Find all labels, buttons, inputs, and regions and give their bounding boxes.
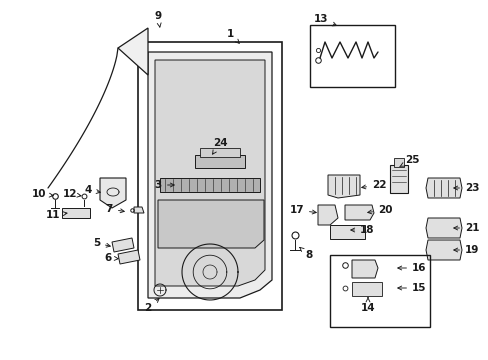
Text: 23: 23 [453,183,479,193]
Text: 2: 2 [144,298,159,313]
Polygon shape [118,250,140,264]
Text: 10: 10 [31,189,53,199]
Polygon shape [158,200,264,248]
Bar [329,225,364,239]
Text: 18: 18 [350,225,374,235]
Text: 12: 12 [62,189,81,199]
Text: 9: 9 [154,11,161,27]
Text: 24: 24 [212,138,227,154]
Polygon shape [317,205,337,225]
Text: 16: 16 [397,263,426,273]
Text: 1: 1 [226,29,239,43]
Text: 5: 5 [93,238,110,248]
Text: 6: 6 [104,253,118,263]
Bar [200,148,240,157]
Polygon shape [425,240,461,260]
Bar [309,25,394,87]
Polygon shape [118,28,148,75]
Polygon shape [134,207,143,213]
Text: 21: 21 [453,223,479,233]
Bar [329,255,429,327]
Polygon shape [155,60,264,286]
Bar [160,178,260,192]
Text: 3: 3 [154,180,174,190]
Text: 7: 7 [105,204,124,214]
Bar [62,208,90,218]
Text: 8: 8 [299,247,312,260]
Text: 14: 14 [360,297,375,313]
Text: 25: 25 [399,155,419,167]
Text: 19: 19 [453,245,478,255]
Polygon shape [148,52,271,298]
Polygon shape [345,205,373,220]
Text: 13: 13 [313,14,336,26]
Polygon shape [100,178,126,208]
Text: 11: 11 [45,210,67,220]
Bar [351,282,381,296]
Bar [195,155,244,168]
Bar [138,42,282,310]
Text: 22: 22 [361,180,386,190]
Text: 15: 15 [397,283,426,293]
Polygon shape [425,218,461,238]
Bar [393,158,403,167]
Polygon shape [425,178,461,198]
Bar [389,165,407,193]
Polygon shape [327,175,359,198]
Text: 17: 17 [289,205,316,215]
Text: 4: 4 [84,185,100,195]
Text: 20: 20 [367,205,392,215]
Polygon shape [351,260,377,278]
Polygon shape [112,238,134,252]
